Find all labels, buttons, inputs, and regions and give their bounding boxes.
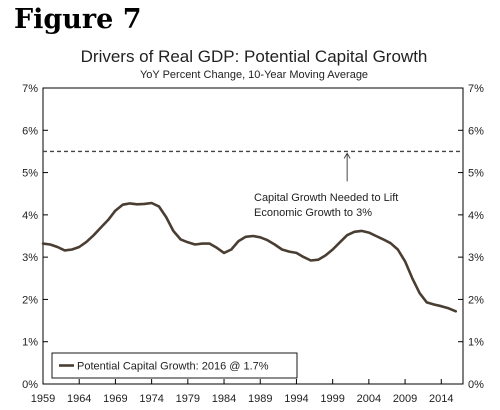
x-tick-label: 1964 <box>67 393 91 405</box>
x-axis: 1959 1964 1969 1974 1979 1984 1989 1994 1999 2004… <box>31 379 454 405</box>
x-tick-label: 1974 <box>139 393 163 405</box>
y-tick-label-left: 0% <box>22 379 38 391</box>
annotation-arrowhead <box>343 152 351 159</box>
x-tick-label: 1999 <box>320 393 344 405</box>
y-axis-left: 0% 1% 2% 3% 4% 5% 6% 7% <box>22 83 48 391</box>
chart-title: Drivers of Real GDP: Potential Capital G… <box>81 47 428 66</box>
x-tick-label: 2009 <box>393 393 417 405</box>
x-tick-label: 1959 <box>31 393 55 405</box>
y-tick-label-left: 4% <box>22 210 38 222</box>
y-tick-label-left: 5% <box>22 168 38 180</box>
x-tick-label: 1979 <box>176 393 200 405</box>
y-tick-label-left: 1% <box>22 337 38 349</box>
y-tick-label-left: 2% <box>22 294 38 306</box>
x-tick-label: 2004 <box>357 393 381 405</box>
y-tick-label-right: 7% <box>468 83 484 95</box>
y-tick-label-right: 4% <box>468 210 484 222</box>
y-tick-label-left: 3% <box>22 252 38 264</box>
y-tick-label-right: 0% <box>468 379 484 391</box>
annotation-line-1: Capital Growth Needed to Lift <box>254 192 398 204</box>
y-tick-label-right: 1% <box>468 337 484 349</box>
legend-box <box>51 352 298 379</box>
x-tick-label: 1994 <box>284 393 308 405</box>
figure-label: Figure 7 <box>14 4 142 35</box>
y-tick-label-right: 6% <box>468 125 484 137</box>
y-tick-label-right: 2% <box>468 294 484 306</box>
y-tick-label-right: 3% <box>468 252 484 264</box>
annotation-line-2: Economic Growth to 3% <box>254 207 372 219</box>
x-tick-label: 1984 <box>212 393 236 405</box>
series-line <box>41 201 458 313</box>
plot-frame <box>42 87 464 385</box>
y-axis-right: 0% 1% 2% 3% 4% 5% 6% 7% <box>458 83 484 391</box>
y-tick-label-left: 7% <box>22 83 38 95</box>
legend: Potential Capital Growth: 2016 @ 1.7% <box>51 352 298 379</box>
y-tick-label-right: 5% <box>468 168 484 180</box>
x-tick-label: 2014 <box>429 393 453 405</box>
x-tick-label: 1969 <box>103 393 127 405</box>
annotation: Capital Growth Needed to Lift Economic G… <box>254 152 398 219</box>
chart-subtitle: YoY Percent Change, 10-Year Moving Avera… <box>140 69 368 81</box>
legend-label: Potential Capital Growth: 2016 @ 1.7% <box>77 361 269 373</box>
y-tick-label-left: 6% <box>22 125 38 137</box>
x-tick-label: 1989 <box>248 393 272 405</box>
